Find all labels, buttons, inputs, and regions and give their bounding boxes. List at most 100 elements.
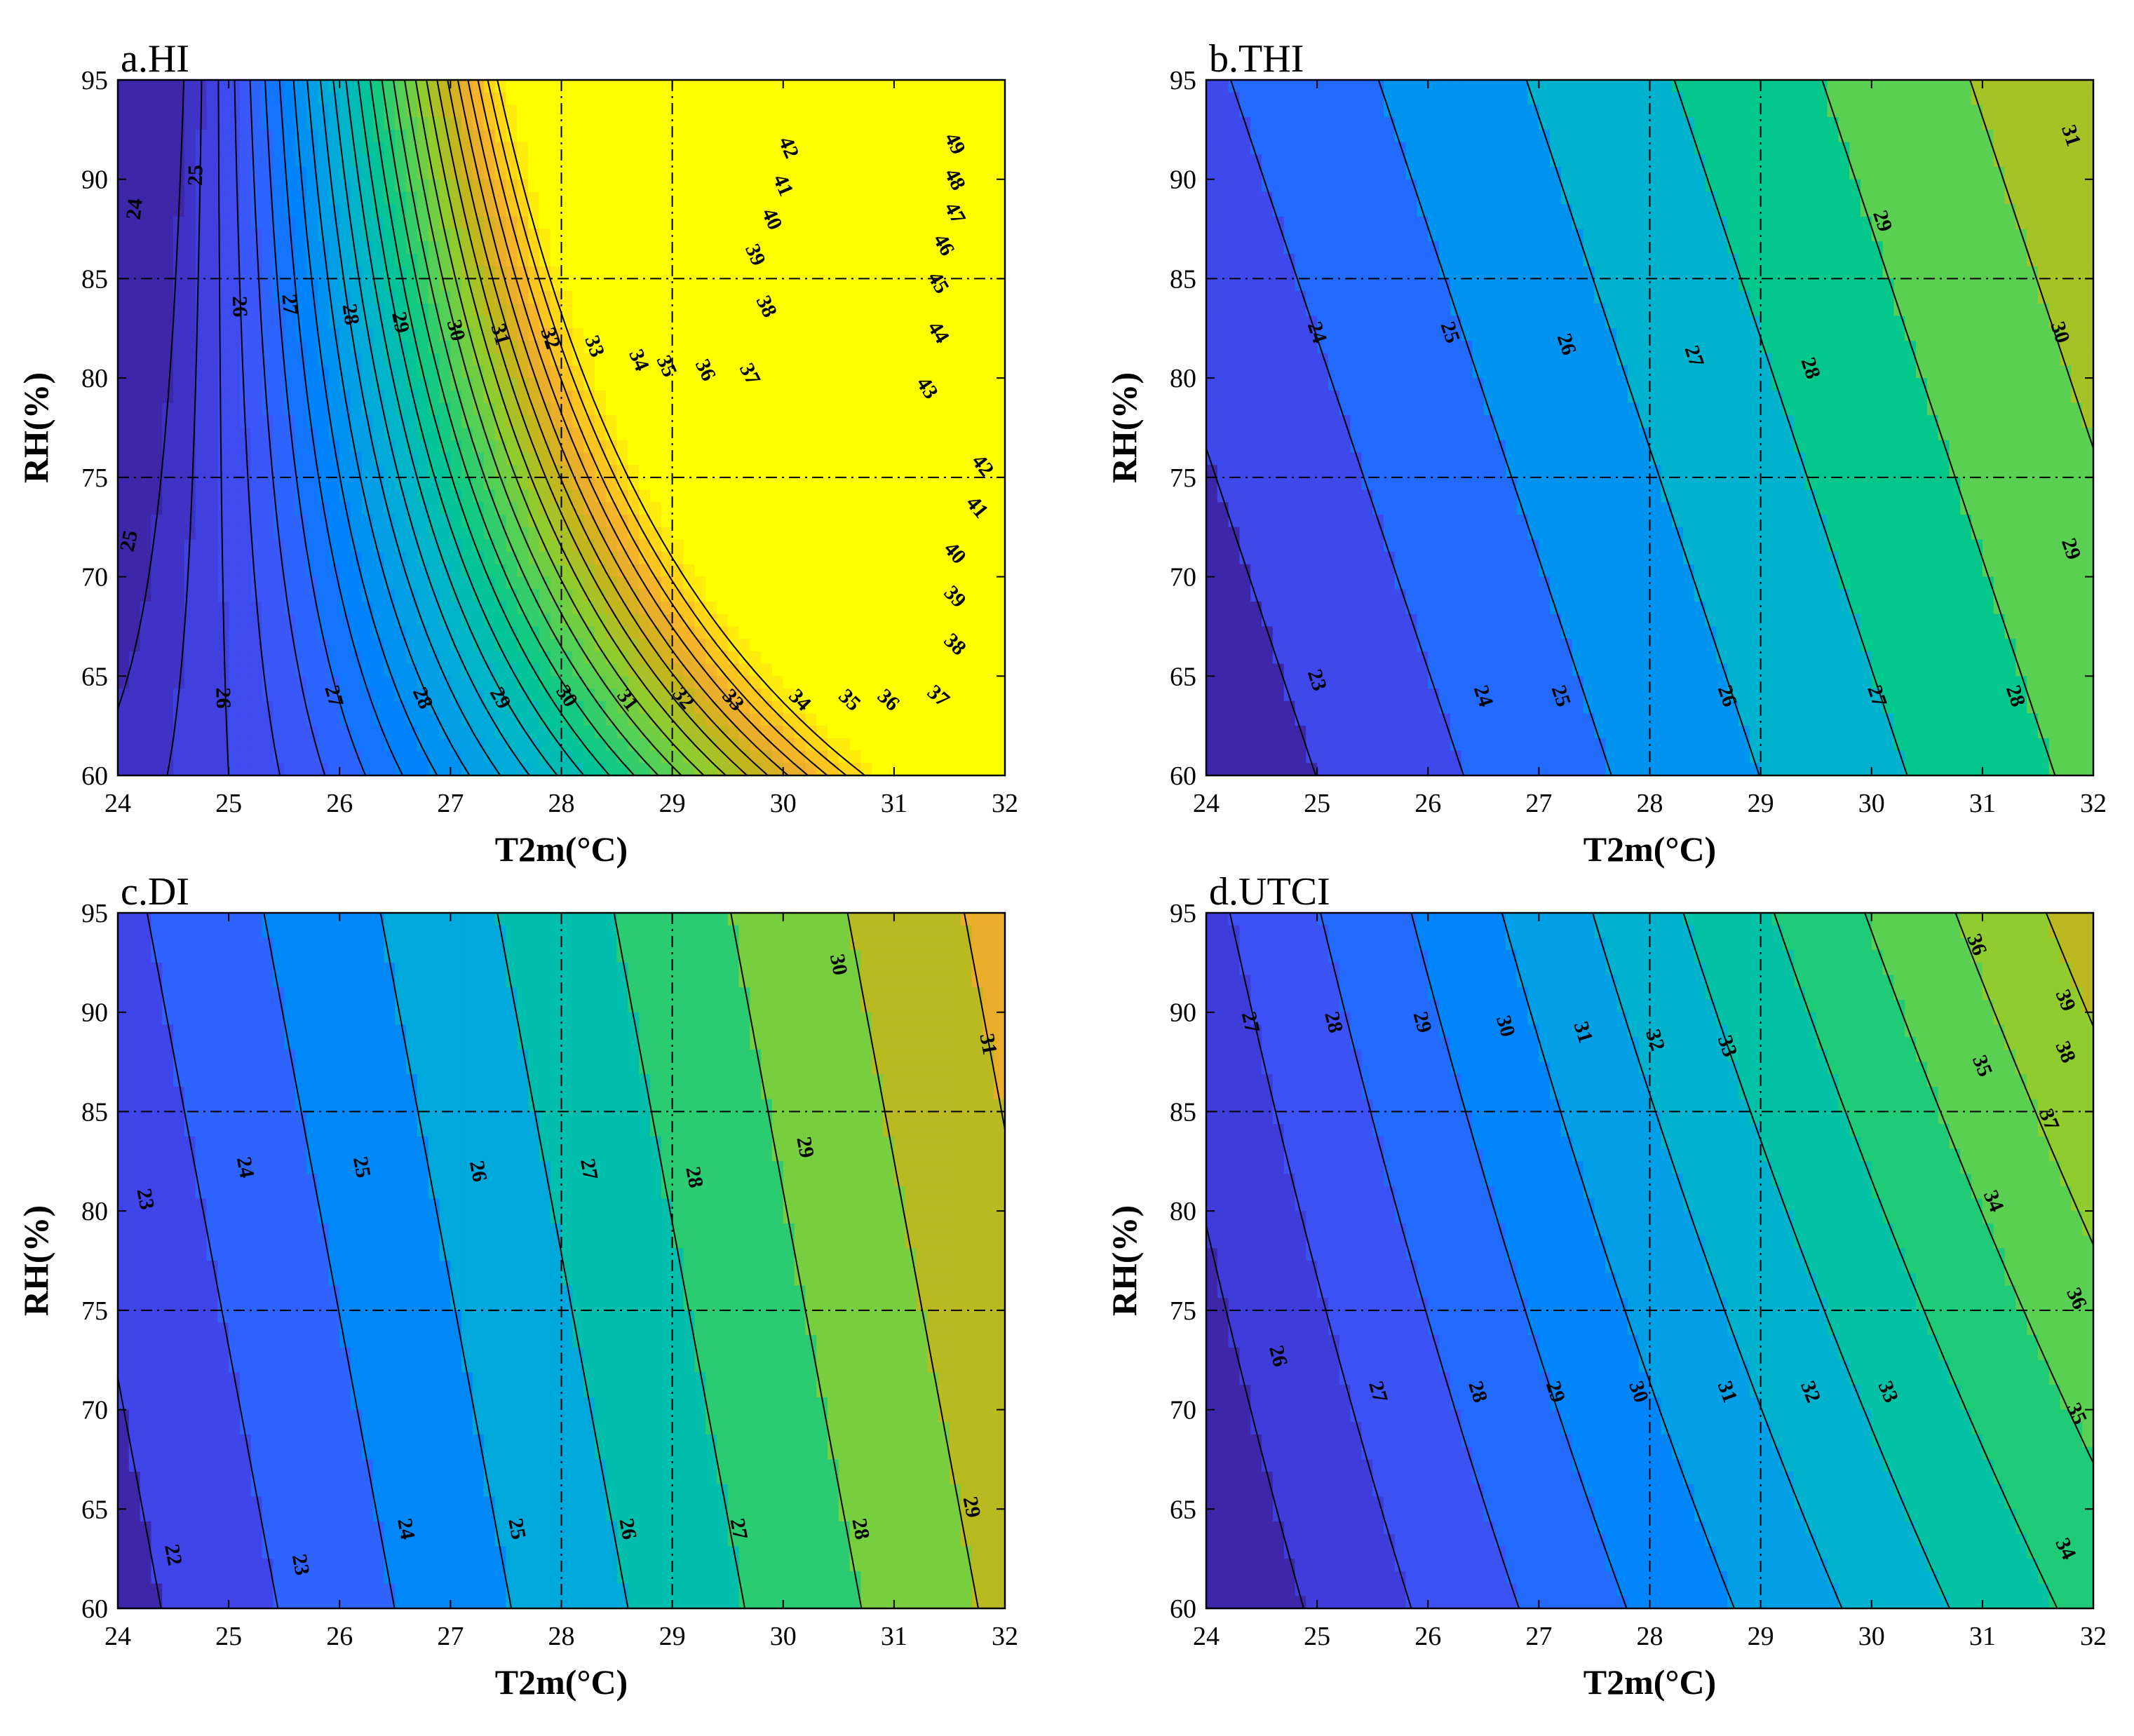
contour-line-36 xyxy=(2045,913,2093,1027)
contour-line-38 xyxy=(381,80,635,775)
y-tick-label: 65 xyxy=(1170,662,1196,691)
contour-line-28 xyxy=(1821,80,2056,775)
y-tick-label: 80 xyxy=(81,1197,108,1226)
y-tick-label: 95 xyxy=(81,66,108,95)
y-tick-label: 60 xyxy=(1170,1594,1196,1624)
contour-line-35 xyxy=(345,80,558,775)
contour-line-29 xyxy=(1969,80,2093,449)
y-tick-label: 80 xyxy=(1170,364,1196,393)
y-tick-label: 90 xyxy=(1170,998,1196,1028)
x-tick-label: 32 xyxy=(992,789,1018,818)
contour-line-26 xyxy=(1525,80,1760,775)
contour-label: 27 xyxy=(277,293,302,316)
contour-label: 24 xyxy=(232,1155,259,1180)
contour-label: 31 xyxy=(975,1031,1001,1057)
contour-line-27 xyxy=(613,913,746,1608)
contour-line-34 xyxy=(332,80,530,775)
contour-label: 26 xyxy=(465,1159,492,1184)
contour-line-32 xyxy=(1682,913,1951,1608)
y-tick-label: 95 xyxy=(81,899,108,928)
panel-title: b.THI xyxy=(1209,37,1304,81)
y-tick-label: 75 xyxy=(81,1296,108,1326)
contour-label: 26 xyxy=(614,1517,641,1542)
contour-line-40 xyxy=(403,80,682,775)
contour-line-31 xyxy=(1592,913,1843,1608)
contour-label: 29 xyxy=(792,1135,818,1160)
contour-line-30 xyxy=(278,80,404,775)
y-tick-label: 75 xyxy=(1170,1296,1196,1326)
contour-line-23 xyxy=(1206,447,1317,775)
contour-line-36 xyxy=(357,80,585,775)
contour-line-27 xyxy=(1673,80,1908,775)
x-axis-label: T2m(°C) xyxy=(495,829,628,869)
y-tick-label: 60 xyxy=(81,761,108,791)
contour-label: 29 xyxy=(387,310,414,335)
y-axis-label: RH(%) xyxy=(1105,372,1144,483)
contour-label: 30 xyxy=(825,952,852,977)
x-tick-label: 29 xyxy=(659,789,686,818)
contour-lines xyxy=(1206,80,2093,775)
contour-label: 23 xyxy=(288,1552,314,1578)
y-tick-label: 65 xyxy=(81,662,108,691)
contour-label: 25 xyxy=(184,165,208,187)
contour-line-30 xyxy=(1501,913,1736,1608)
x-tick-label: 29 xyxy=(1748,789,1774,818)
y-tick-label: 90 xyxy=(81,998,108,1028)
axis-ticks: 24 25 26 27 28 29 30 31 32 60 65 70 75 80 85 90 95 xyxy=(1170,899,2107,1651)
panel-title: a.HI xyxy=(121,37,189,81)
y-tick-label: 80 xyxy=(1170,1197,1196,1226)
x-tick-label: 28 xyxy=(1637,1622,1663,1651)
y-tick-label: 85 xyxy=(1170,264,1196,294)
y-tick-label: 75 xyxy=(1170,463,1196,493)
x-tick-label: 30 xyxy=(770,1622,797,1651)
contour-line-27 xyxy=(1229,913,1412,1608)
y-axis-label: RH(%) xyxy=(16,1205,55,1316)
reference-lines xyxy=(1206,80,2093,775)
x-tick-label: 26 xyxy=(1414,789,1441,818)
x-tick-label: 28 xyxy=(548,1622,575,1651)
y-tick-label: 85 xyxy=(1170,1097,1196,1127)
contour-line-45 xyxy=(457,80,789,775)
contour-line-31 xyxy=(292,80,438,775)
x-tick-label: 29 xyxy=(1748,1622,1774,1651)
contour-label: 28 xyxy=(847,1517,874,1542)
y-tick-label: 90 xyxy=(81,165,108,195)
y-tick-label: 60 xyxy=(1170,761,1196,791)
x-tick-label: 31 xyxy=(881,1622,907,1651)
x-tick-label: 29 xyxy=(659,1622,686,1651)
contour-label: 22 xyxy=(160,1542,187,1568)
x-tick-label: 25 xyxy=(1304,789,1330,818)
x-tick-label: 32 xyxy=(2080,1622,2107,1651)
x-tick-label: 31 xyxy=(1969,1622,1996,1651)
contour-label: 26 xyxy=(211,687,235,709)
filled-contour-field xyxy=(1206,913,2093,1608)
contour-label: 27 xyxy=(1237,1010,1264,1036)
x-tick-label: 30 xyxy=(1858,789,1885,818)
axis-ticks: 24 25 26 27 28 29 30 31 32 60 65 70 75 80 85 90 95 xyxy=(1170,66,2107,818)
contour-line-39 xyxy=(392,80,659,775)
contour-line-44 xyxy=(447,80,769,775)
contour-label: 25 xyxy=(504,1517,530,1542)
y-axis-label: RH(%) xyxy=(1105,1205,1144,1316)
axis-ticks: 24 25 26 27 28 29 30 31 32 60 65 70 75 80 85 90 95 xyxy=(81,899,1018,1651)
x-tick-label: 27 xyxy=(1525,789,1552,818)
filled-contour-field xyxy=(118,913,1005,1608)
contour-line-24 xyxy=(1230,80,1465,775)
contour-label: 26 xyxy=(228,296,252,318)
axis-ticks: 24 25 26 27 28 29 30 31 32 60 65 70 75 80 85 90 95 xyxy=(81,66,1018,818)
x-tick-label: 32 xyxy=(992,1622,1018,1651)
y-tick-label: 85 xyxy=(81,264,108,294)
x-tick-label: 31 xyxy=(881,789,907,818)
y-tick-label: 65 xyxy=(1170,1495,1196,1524)
x-tick-label: 30 xyxy=(770,789,797,818)
x-tick-label: 28 xyxy=(548,789,575,818)
x-tick-label: 28 xyxy=(1637,789,1663,818)
contour-label: 24 xyxy=(122,197,147,220)
x-tick-label: 26 xyxy=(326,1622,353,1651)
y-tick-label: 85 xyxy=(81,1097,108,1127)
reference-lines xyxy=(118,80,1005,775)
